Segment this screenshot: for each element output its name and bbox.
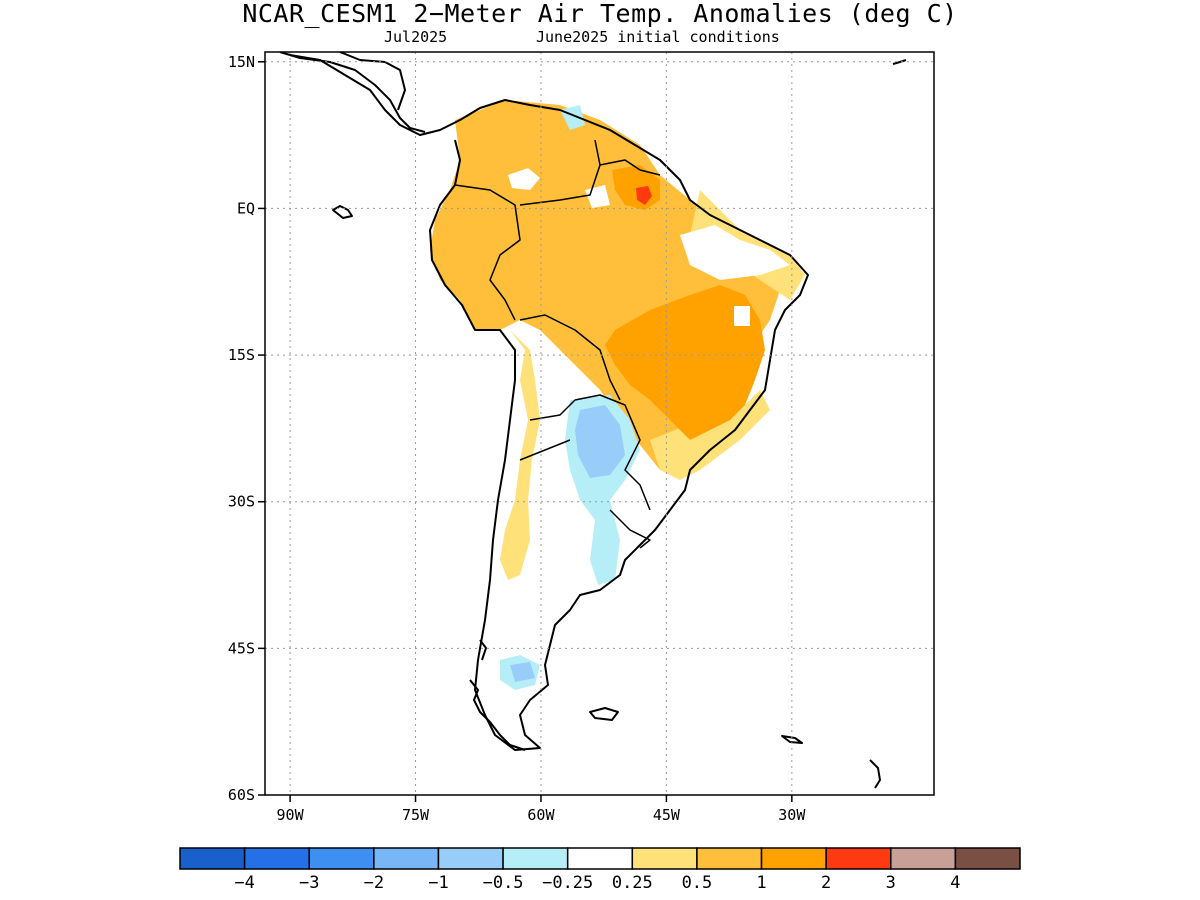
lat-lon-grid: [265, 52, 934, 795]
chile-archipelago: [469, 639, 526, 751]
legend-swatch: [308, 847, 375, 870]
legend-label: 4: [950, 873, 960, 893]
legend-label: −2: [364, 873, 384, 893]
south-georgia: [781, 735, 803, 744]
country-borders: [454, 139, 661, 549]
anomaly-region-yellow-east: [650, 390, 770, 480]
legend-swatch: [890, 847, 957, 870]
south-atlantic-islands: [869, 759, 881, 789]
initial-conditions-label: June2025 initial conditions: [536, 28, 780, 46]
lon-tick-label: 90W: [277, 806, 305, 824]
color-legend: [179, 847, 1021, 870]
legend-swatch: [243, 847, 310, 870]
south-america-coastline: [289, 54, 809, 751]
anomaly-region-light-blue: [575, 405, 625, 478]
coastline: [279, 52, 907, 789]
legend-swatch: [502, 847, 569, 870]
lat-tick-label: EQ: [237, 199, 255, 217]
legend-swatch: [179, 847, 246, 870]
legend-label: −0.5: [483, 873, 524, 893]
legend-label: 0.5: [682, 873, 713, 893]
legend-swatch: [437, 847, 504, 870]
anomaly-region-light-blue-south: [510, 662, 535, 682]
legend-swatch: [760, 847, 827, 870]
anomaly-region-yellow-andes: [500, 330, 540, 580]
forecast-month: Jul2025: [384, 28, 448, 46]
anomaly-region-red: [636, 186, 652, 205]
legend-label: 3: [886, 873, 896, 893]
anomaly-gap-white: [508, 168, 540, 190]
lon-tick-label: 60W: [527, 806, 555, 824]
lat-tick-label: 15S: [228, 346, 255, 364]
legend-swatch: [696, 847, 763, 870]
map-title: NCAR_CESM1 2−Meter Air Temp. Anomalies (…: [242, 0, 958, 28]
lat-tick-label: 45S: [228, 639, 255, 657]
lon-tick-label: 45W: [653, 806, 681, 824]
legend-label: 0.25: [612, 873, 653, 893]
lat-tick-label: 30S: [228, 493, 255, 511]
central-america-caribbean-coast: [339, 52, 406, 111]
legend-label: −0.25: [542, 873, 593, 893]
lon-tick-label: 30W: [778, 806, 806, 824]
legend-swatch: [954, 847, 1021, 870]
lat-tick-label: 60S: [228, 786, 255, 804]
legend-label: 1: [756, 873, 766, 893]
longitude-labels: 90W 75W 60W 45W 30W: [277, 806, 807, 824]
anomaly-shading: [430, 100, 805, 690]
legend-label: −3: [299, 873, 319, 893]
anomaly-gap-white-3: [680, 225, 790, 280]
anomaly-region-pale-cyan-ne: [560, 105, 585, 130]
latitude-labels: 15N EQ 15S 30S 45S 60S: [228, 53, 255, 804]
falkland-islands: [589, 707, 619, 721]
axis-ticks: [258, 61, 793, 802]
anomaly-region-orange: [605, 285, 765, 440]
caribbean-islands: [892, 59, 907, 65]
galapagos-islands: [332, 205, 353, 219]
legend-label: −1: [428, 873, 448, 893]
lat-tick-label: 15N: [228, 53, 255, 71]
legend-label: 2: [821, 873, 831, 893]
lon-tick-label: 75W: [402, 806, 430, 824]
legend-swatch: [566, 847, 634, 870]
legend-swatch: [631, 847, 698, 870]
legend-swatch: [825, 847, 892, 870]
central-america-coastline: [279, 52, 426, 133]
legend-swatch: [373, 847, 440, 870]
legend-label: −4: [234, 873, 254, 893]
color-legend-labels: −4 −3 −2 −1 −0.5 −0.25 0.25 0.5 1 2 3 4: [234, 873, 960, 893]
missing-data-square: [734, 306, 750, 326]
plot-frame: [264, 51, 935, 796]
